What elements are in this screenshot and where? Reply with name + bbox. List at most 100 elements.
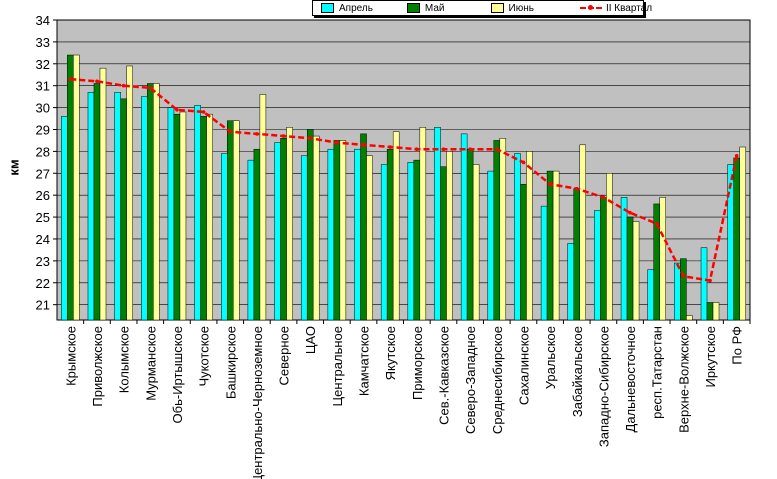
bar-1: [440, 166, 447, 321]
bar-2: [579, 144, 586, 321]
legend-label-may: Май: [424, 2, 445, 14]
x-tick-label: Дальневосточное: [623, 326, 638, 432]
x-tick-label: Обь-Иртышское: [170, 326, 185, 423]
bar-2: [392, 131, 400, 321]
x-tick-label: ЦАО: [303, 326, 318, 354]
x-tick-label: Якутское: [383, 326, 398, 380]
bar-2: [739, 146, 746, 321]
y-tick-label: 28: [36, 144, 50, 159]
bar-1: [653, 203, 660, 321]
line-point: [574, 186, 579, 191]
x-tick-label: Западно-Сибирское: [596, 326, 611, 447]
bar-0: [434, 127, 441, 321]
y-tick-label: 26: [36, 188, 50, 203]
bar-1: [227, 120, 234, 321]
x-tick-label: Башкирское: [223, 326, 238, 399]
bar-2: [99, 67, 107, 321]
bar-2: [419, 127, 427, 321]
bar-2: [659, 197, 666, 321]
bar-2: [153, 83, 160, 321]
x-tick-label: Сев.-Кавказское: [436, 326, 451, 425]
line-point: [281, 134, 286, 138]
legend-swatch-april: [321, 3, 334, 13]
line-point: [708, 278, 712, 283]
bar-0: [247, 159, 255, 321]
y-tick-label: 22: [36, 276, 50, 291]
bar-0: [61, 116, 68, 321]
y-axis-title: км: [6, 159, 22, 176]
bar-2: [366, 155, 373, 321]
bar-0: [567, 243, 574, 321]
x-tick-label: Приволжское: [90, 326, 105, 407]
x-tick-label: Чукотское: [197, 326, 212, 387]
x-tick-label: Северо-Западное: [463, 326, 478, 434]
bar-1: [280, 137, 287, 321]
bar-0: [674, 262, 681, 321]
line-point: [494, 147, 499, 151]
bar-0: [460, 133, 468, 321]
line-point: [68, 77, 73, 81]
bar-1: [680, 258, 687, 321]
series-line-quarter: [70, 77, 738, 283]
bar-0: [141, 96, 148, 321]
bar-2: [126, 65, 133, 321]
line-point: [681, 274, 686, 279]
bar-0: [354, 148, 361, 321]
bar-2: [552, 170, 560, 321]
bar-0: [327, 148, 335, 321]
y-tick-label: 31: [36, 79, 50, 94]
x-tick-label: Приморское: [410, 326, 425, 400]
line-point: [335, 140, 339, 145]
line-point: [628, 210, 632, 215]
y-tick-label: 30: [36, 101, 50, 116]
x-tick-label: респ.Татарстан: [650, 326, 665, 419]
bar-0: [114, 92, 121, 321]
bar-0: [274, 142, 281, 321]
bar-0: [487, 170, 495, 321]
bar-1: [413, 159, 421, 321]
bar-1: [600, 197, 607, 321]
line-point: [601, 195, 606, 200]
bar-2: [339, 140, 347, 321]
x-tick-label: Камчатское: [357, 326, 372, 396]
line-point: [415, 147, 419, 151]
bar-0: [407, 162, 415, 321]
bar-2: [712, 302, 720, 321]
line-point: [148, 86, 153, 90]
y-tick-label: 33: [36, 35, 50, 50]
bar-0: [87, 92, 95, 321]
bar-0: [167, 107, 175, 321]
line-point: [228, 129, 233, 134]
bar-2: [73, 54, 80, 321]
bar-2: [499, 137, 507, 321]
bar-2: [286, 127, 293, 321]
line-point: [548, 182, 552, 187]
bar-1: [67, 54, 74, 321]
plot-area: [56, 19, 751, 321]
bar-2: [312, 135, 320, 321]
line-point: [95, 79, 99, 84]
x-tick-label: Мурманское: [143, 326, 158, 401]
bar-0: [594, 210, 601, 321]
line-point: [121, 83, 126, 88]
x-tick-label: Уральское: [543, 326, 558, 389]
legend-label-april: Апрель: [339, 2, 373, 14]
bar-1: [333, 140, 341, 321]
legend-line-quarter: [579, 5, 602, 10]
bar-1: [573, 188, 580, 321]
legend-item-april: Апрель: [321, 3, 373, 14]
bar-1: [173, 113, 181, 321]
bar-1: [147, 83, 154, 321]
bar-0: [194, 105, 201, 321]
x-tick-label: Среднесибирское: [490, 326, 505, 434]
line-point: [175, 107, 179, 112]
bar-1: [200, 116, 207, 321]
legend: Апрель Май Июнь II Квартал: [312, 0, 652, 16]
bar-1: [360, 133, 367, 321]
bar-1: [386, 148, 394, 321]
bar-1: [306, 129, 314, 321]
x-tick-label: Крымское: [63, 326, 78, 386]
bar-2: [632, 221, 640, 321]
bar-1: [546, 170, 554, 321]
legend-item-may: Май: [406, 2, 445, 14]
